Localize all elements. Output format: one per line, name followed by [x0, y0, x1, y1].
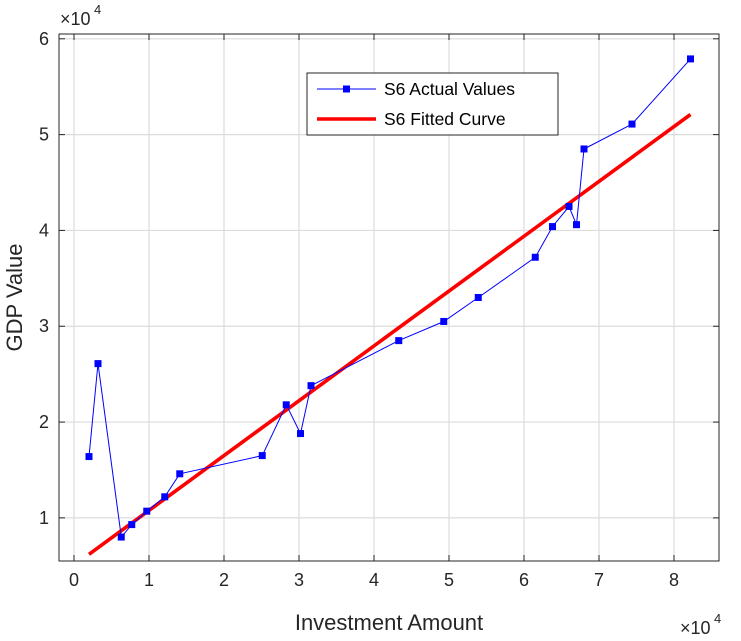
data-point-marker — [573, 221, 580, 229]
data-point-marker — [143, 507, 151, 515]
series-layer — [85, 55, 694, 556]
data-point-marker — [176, 470, 184, 478]
x-tick-label: 5 — [444, 570, 454, 590]
x-tick-label: 0 — [69, 570, 79, 590]
y-axis-label: GDP Value — [2, 243, 27, 351]
data-point-marker — [580, 145, 588, 153]
x-tick-label: 4 — [369, 570, 379, 590]
data-point-marker — [687, 55, 694, 63]
x-tick-label: 1 — [144, 570, 154, 590]
x-multiplier-base: ×10 — [680, 618, 711, 638]
y-multiplier-base: ×10 — [60, 9, 91, 29]
x-multiplier-exponent: 4 — [714, 611, 721, 626]
data-point-marker — [161, 493, 169, 501]
legend-entry-actual: S6 Actual Values — [384, 79, 515, 99]
y-axis-multiplier: ×10 4 — [60, 2, 101, 29]
data-point-marker — [307, 382, 315, 390]
data-point-marker — [94, 360, 102, 368]
data-point-marker — [565, 202, 573, 210]
x-axis-multiplier: ×10 4 — [680, 611, 721, 638]
data-point-marker — [549, 223, 556, 231]
data-point-marker — [117, 533, 125, 541]
legend-box — [306, 72, 559, 136]
y-tick-label: 2 — [39, 412, 49, 432]
y-tick-label: 5 — [39, 125, 49, 145]
x-tick-label: 7 — [594, 570, 604, 590]
data-point-marker — [395, 337, 403, 345]
data-point-marker — [85, 453, 93, 461]
x-tick-label: 3 — [294, 570, 304, 590]
legend-swatch-actual-marker — [343, 85, 350, 93]
x-axis-label: Investment Amount — [295, 610, 483, 635]
data-point-marker — [628, 120, 636, 128]
y-multiplier-exponent: 4 — [94, 2, 101, 17]
plot-area-frame — [58, 33, 720, 562]
x-tick-label: 2 — [219, 570, 229, 590]
x-tick-label: 8 — [669, 570, 679, 590]
legend-entry-fitted: S6 Fitted Curve — [384, 109, 506, 129]
y-tick-label: 6 — [39, 29, 49, 49]
data-point-marker — [128, 521, 136, 529]
y-tick-label: 1 — [39, 508, 49, 528]
legend: S6 Actual Values S6 Fitted Curve — [306, 72, 559, 136]
data-point-marker — [531, 253, 539, 261]
data-point-marker — [297, 430, 304, 438]
series-fitted-curve-line — [87, 113, 692, 556]
data-point-marker — [282, 401, 290, 409]
data-point-marker — [258, 452, 266, 460]
y-tick-label: 3 — [39, 316, 49, 336]
x-tick-label: 6 — [519, 570, 529, 590]
data-point-marker — [474, 294, 482, 301]
data-point-marker — [440, 317, 448, 325]
axis-ticks: 0 1 2 3 4 5 6 7 8 1 2 3 4 5 6 — [39, 29, 719, 590]
y-tick-label: 4 — [39, 220, 49, 240]
